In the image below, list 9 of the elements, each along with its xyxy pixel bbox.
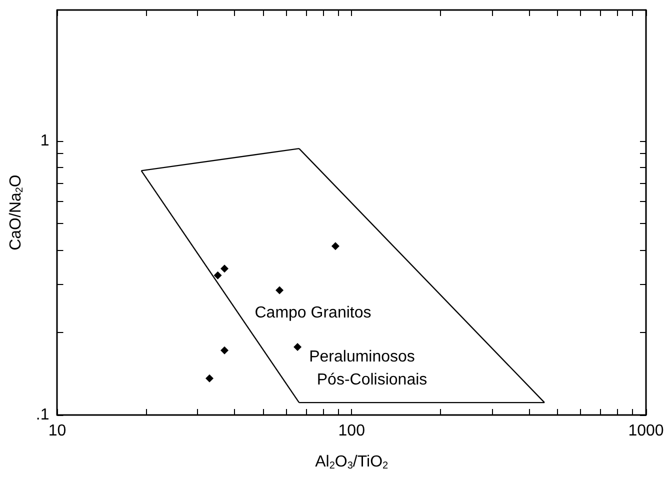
x-tick-label: 10 — [48, 422, 66, 440]
annotation: Peraluminosos — [309, 348, 415, 366]
annotation: Campo Granitos — [254, 304, 372, 322]
y-axis-title: CaO/Na2O — [8, 174, 26, 250]
y-tick-label: 1 — [40, 132, 50, 150]
x-tick-label: 1000 — [628, 422, 664, 440]
x-tick-label: 100 — [338, 422, 366, 440]
y-tick-label: .1 — [36, 406, 50, 424]
annotation: Pós-Colisionais — [316, 372, 428, 388]
